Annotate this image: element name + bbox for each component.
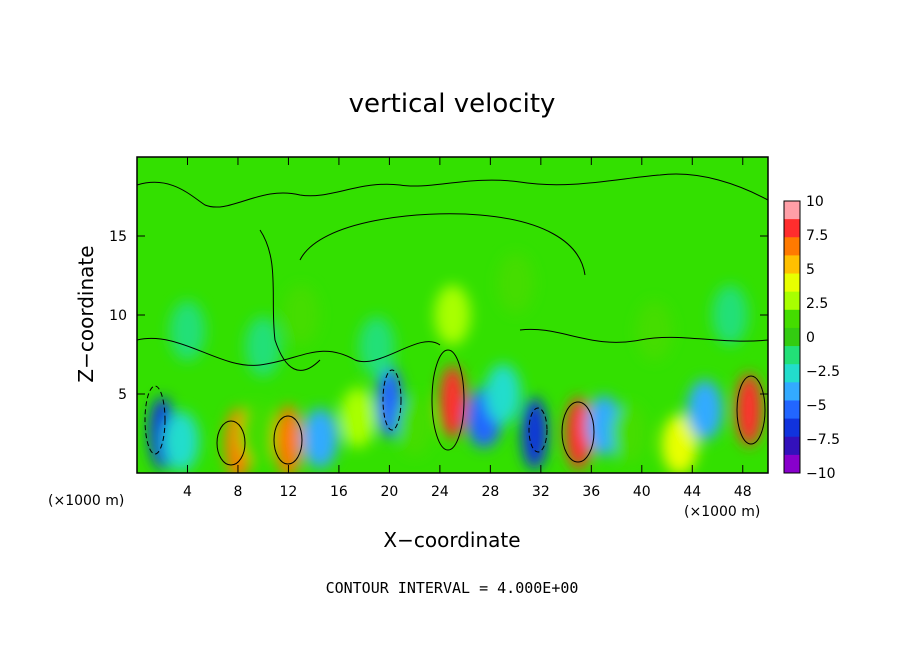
colorbar-swatch-7 [784, 327, 800, 347]
x-tick-label-1: 8 [233, 484, 242, 500]
field-cell-4 [275, 405, 302, 473]
contour-zero-right [299, 213, 586, 276]
field-cell-22 [434, 285, 471, 345]
field-cell-1 [163, 411, 200, 472]
field-cell-12 [521, 397, 548, 470]
y-axis-label: Z−coordinate [74, 245, 98, 382]
field-cell-16 [661, 414, 698, 473]
colorbar-label-6: −5 [806, 398, 827, 414]
contour-peak-12 [273, 415, 303, 465]
field-cell-13 [565, 397, 592, 470]
contour-peak-48 [736, 375, 766, 445]
x-tick-label-0: 4 [183, 484, 192, 500]
colorbar-swatch-12 [784, 418, 800, 438]
colorbar-swatch-11 [784, 400, 800, 420]
colorbar-swatch-8 [784, 346, 800, 365]
contour-interval-note: CONTOUR INTERVAL = 4.000E+00 [326, 579, 579, 597]
colorbar-swatch-14 [784, 454, 800, 474]
x-ticks: 4 8 12 16 20 24 28 32 36 40 44 48 [183, 157, 752, 500]
field-cell-7 [376, 365, 403, 438]
contour-zero-low [137, 337, 441, 366]
field-cell-25 [636, 300, 673, 361]
x-tick-label-10: 44 [683, 484, 701, 500]
field-cell-5 [301, 408, 338, 469]
colorbar-label-4: 0 [806, 330, 815, 346]
x-tick-label-2: 12 [280, 484, 298, 500]
x-tick-label-5: 24 [431, 484, 449, 500]
contour-zero-upper [137, 173, 768, 208]
contour-peaks [144, 349, 766, 466]
field-cell-11 [484, 364, 521, 424]
x-unit-left: (×1000 m) [48, 493, 124, 509]
colorbar-frame [783, 200, 801, 474]
colorbar-swatch-3 [784, 255, 800, 275]
field-cell-9 [439, 365, 466, 438]
x-tick-label-3: 16 [330, 484, 348, 500]
x-tick-label-6: 28 [481, 484, 499, 500]
field-cell-3 [238, 403, 275, 464]
field-cell-6 [339, 387, 376, 448]
chart-title: vertical velocity [349, 89, 556, 119]
contour-zero-mid [259, 229, 321, 371]
field-cell-26 [712, 285, 749, 345]
field-cell-23 [497, 253, 534, 314]
colorbar-label-0: 10 [806, 194, 824, 210]
colorbar-swatch-0 [784, 201, 800, 220]
y-ticks: 5 10 15 [109, 229, 768, 403]
field-cell-24 [169, 300, 206, 361]
x-tick-label-11: 48 [734, 484, 752, 500]
field-cell-17 [686, 379, 723, 440]
colorbar-label-2: 5 [806, 262, 815, 278]
contour-peak-8 [216, 420, 246, 466]
contour-low-2 [144, 385, 166, 455]
contour-zero-low2 [519, 328, 768, 343]
contour-peak-35 [561, 401, 595, 463]
y-tick-label-0: 5 [118, 387, 127, 403]
colorbar-swatch-4 [784, 273, 800, 293]
field-cell-19 [245, 316, 282, 377]
colorbar-swatch-2 [784, 237, 800, 256]
colorbar-swatch-6 [784, 309, 800, 329]
contour-peak-25 [431, 349, 465, 451]
velocity-field [149, 253, 763, 473]
field-cell-21 [358, 316, 395, 377]
colorbar-label-1: 7.5 [806, 228, 828, 244]
contour-low-20 [382, 369, 402, 431]
y-tick-label-2: 15 [109, 229, 127, 245]
contour-lines [137, 173, 768, 371]
x-unit-right: (×1000 m) [684, 504, 760, 520]
colorbar: 10 7.5 5 2.5 0 −2.5 −5 −7.5 −10 [783, 194, 840, 482]
y-tick-label-1: 10 [109, 308, 127, 324]
field-cell-15 [611, 403, 648, 464]
colorbar-label-5: −2.5 [806, 364, 840, 380]
field-cell-18 [736, 373, 763, 446]
colorbar-label-8: −10 [806, 466, 836, 482]
colorbar-swatch-1 [784, 219, 800, 238]
x-tick-label-4: 20 [380, 484, 398, 500]
x-tick-label-8: 36 [582, 484, 600, 500]
colorbar-label-7: −7.5 [806, 432, 840, 448]
field-cell-20 [283, 285, 320, 345]
colorbar-swatch-13 [784, 436, 800, 456]
x-tick-label-7: 32 [532, 484, 550, 500]
x-tick-label-9: 40 [633, 484, 651, 500]
field-cell-8 [396, 395, 433, 456]
contour-low-31 [528, 407, 548, 453]
colorbar-label-3: 2.5 [806, 296, 828, 312]
colorbar-swatch-10 [784, 382, 800, 401]
colorbar-swatch-9 [784, 364, 800, 383]
x-axis-label: X−coordinate [383, 528, 520, 552]
colorbar-swatch-5 [784, 291, 800, 311]
